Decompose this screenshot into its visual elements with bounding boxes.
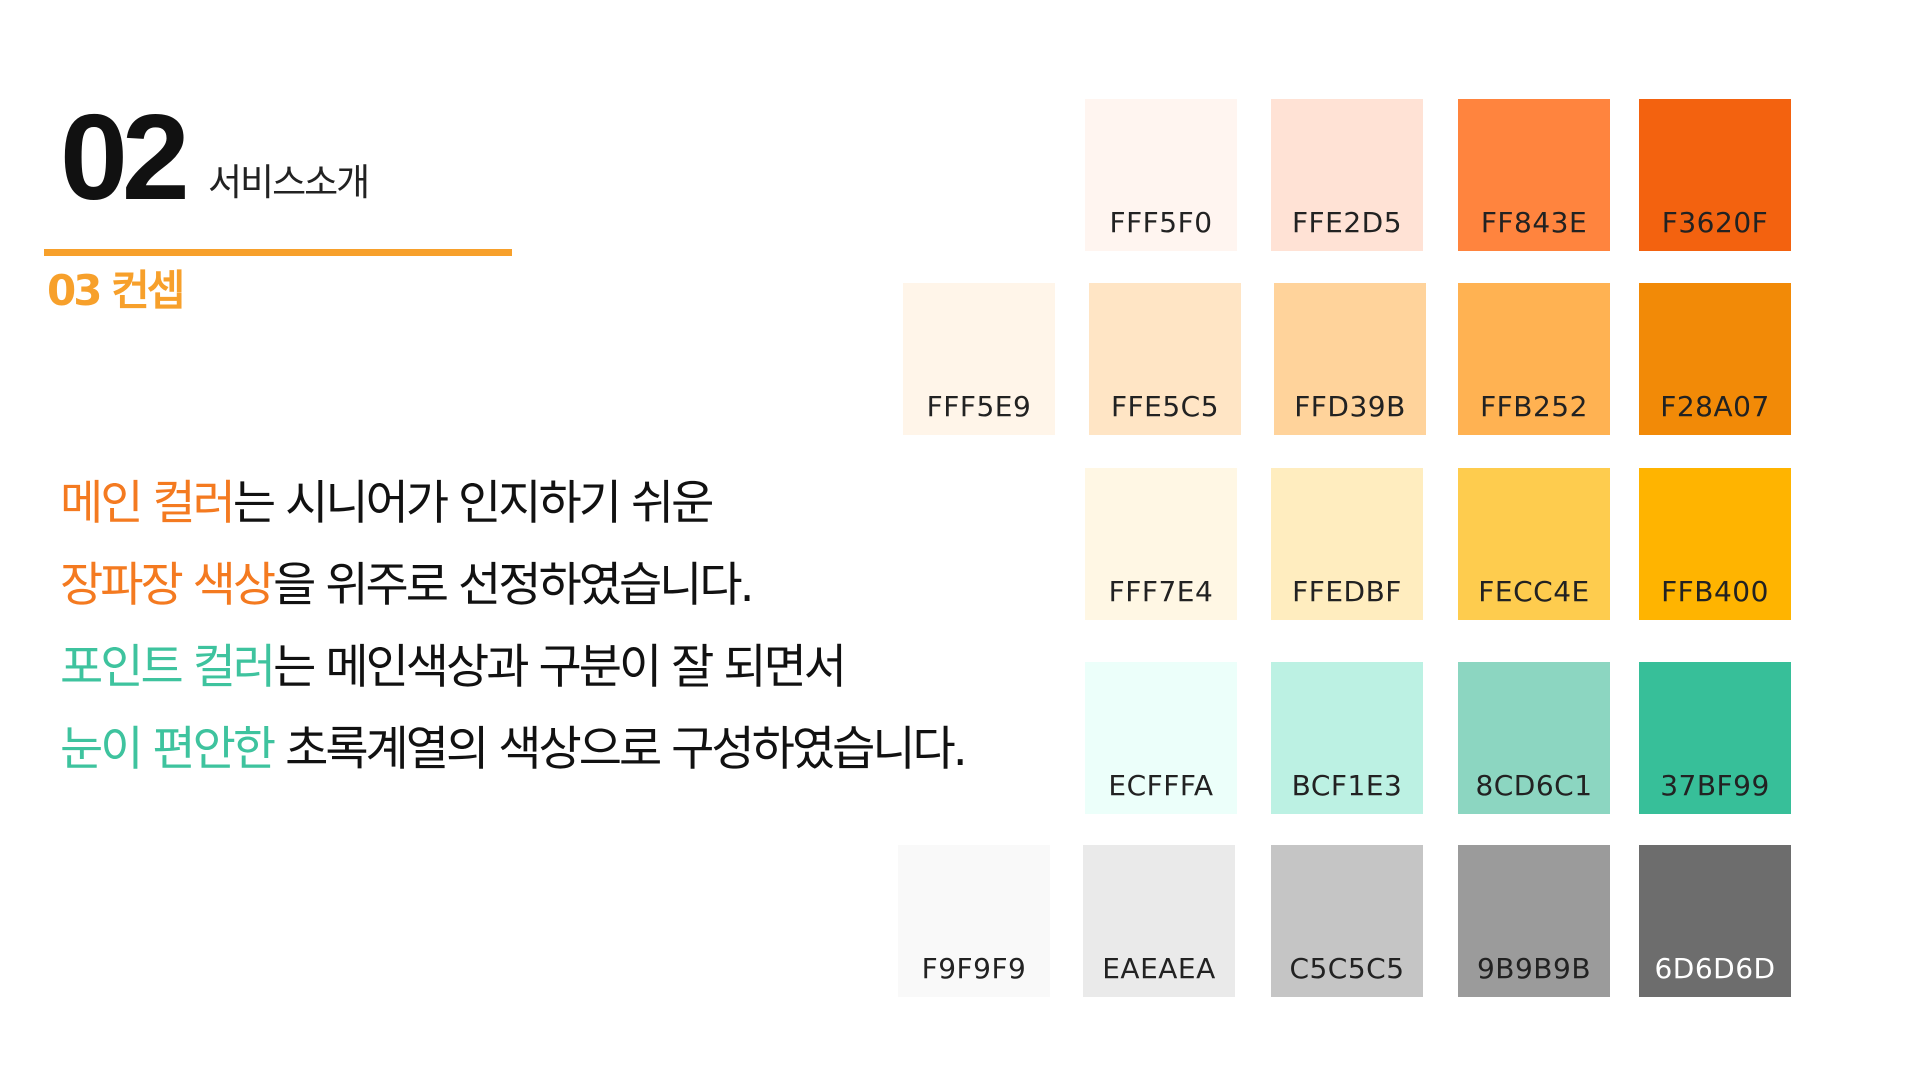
description-line-1: 메인 컬러는 시니어가 인지하기 쉬운 <box>60 472 965 554</box>
swatch-ffe2d5: FFE2D5 <box>1271 99 1423 251</box>
swatch-ffb252: FFB252 <box>1458 283 1610 435</box>
swatch-bcf1e3: BCF1E3 <box>1271 662 1423 814</box>
swatch-f3620f: F3620F <box>1639 99 1791 251</box>
description-line-2: 장파장 색상을 위주로 선정하였습니다. <box>60 554 965 636</box>
swatch-6d6d6d: 6D6D6D <box>1639 845 1791 997</box>
swatch-label: FFE5C5 <box>1110 390 1220 423</box>
swatch-label: FFD39B <box>1294 390 1406 423</box>
swatch-label: ECFFFA <box>1108 769 1214 802</box>
swatch-label: FFB252 <box>1480 390 1588 423</box>
text-segment: 초록계열의 색상으로 구성하였습니다. <box>273 722 968 777</box>
swatch-fff7e4: FFF7E4 <box>1085 468 1237 620</box>
swatch-8cd6c1: 8CD6C1 <box>1458 662 1610 814</box>
text-segment: 잘 되면서 <box>659 640 847 695</box>
swatch-ff843e: FF843E <box>1458 99 1610 251</box>
section-divider <box>44 249 512 256</box>
swatch-label: FFF5F0 <box>1109 206 1213 239</box>
swatch-ffedbf: FFEDBF <box>1271 468 1423 620</box>
underlined-text-green: 메인색상과 구분이 <box>325 640 662 695</box>
text-segment: 을 위주로 선정하였습니다. <box>273 558 754 613</box>
swatch-37bf99: 37BF99 <box>1639 662 1791 814</box>
swatch-label: FFB400 <box>1661 575 1769 608</box>
sub-title: 03 컨셉 <box>47 266 185 315</box>
swatch-label: FFF5E9 <box>926 390 1032 423</box>
swatch-label: EAEAEA <box>1102 952 1216 985</box>
swatch-label: 8CD6C1 <box>1475 769 1593 802</box>
swatch-f28a07: F28A07 <box>1639 283 1791 435</box>
highlight-point-color: 포인트 컬러 <box>60 640 276 695</box>
section-number: 02 <box>60 89 190 225</box>
swatch-label: FFE2D5 <box>1291 206 1403 239</box>
highlight-main-color: 메인 컬러 <box>60 476 236 531</box>
swatch-label: FECC4E <box>1478 575 1590 608</box>
swatch-fff5e9: FFF5E9 <box>903 283 1055 435</box>
swatch-label: 9B9B9B <box>1476 952 1592 985</box>
text-segment: 는 <box>273 640 326 695</box>
swatch-fff5f0: FFF5F0 <box>1085 99 1237 251</box>
swatch-c5c5c5: C5C5C5 <box>1271 845 1423 997</box>
swatch-eaeaea: EAEAEA <box>1083 845 1235 997</box>
swatch-f9f9f9: F9F9F9 <box>898 845 1050 997</box>
underlined-text-orange: 시니어가 인지하기 쉬운 <box>285 476 722 531</box>
swatch-fecc4e: FECC4E <box>1458 468 1610 620</box>
swatch-label: 6D6D6D <box>1654 952 1776 985</box>
swatch-label: BCF1E3 <box>1291 769 1403 802</box>
swatch-label: FFF7E4 <box>1108 575 1214 608</box>
swatch-ffb400: FFB400 <box>1639 468 1791 620</box>
swatch-label: F9F9F9 <box>921 952 1027 985</box>
swatch-9b9b9b: 9B9B9B <box>1458 845 1610 997</box>
highlight-long-wavelength: 장파장 색상 <box>60 558 276 613</box>
description-line-4: 눈이 편안한 초록계열의 색상으로 구성하였습니다. <box>60 718 968 800</box>
swatch-ffe5c5: FFE5C5 <box>1089 283 1241 435</box>
swatch-ecfffa: ECFFFA <box>1085 662 1237 814</box>
swatch-ffd39b: FFD39B <box>1274 283 1426 435</box>
swatch-label: F3620F <box>1661 206 1769 239</box>
swatch-label: FF843E <box>1480 206 1588 239</box>
text-segment: 는 <box>232 476 286 531</box>
concept-description: 메인 컬러는 시니어가 인지하기 쉬운 장파장 색상을 위주로 선정하였습니다.… <box>60 472 968 800</box>
swatch-label: C5C5C5 <box>1289 952 1405 985</box>
swatch-label: 37BF99 <box>1660 769 1770 802</box>
swatch-label: FFEDBF <box>1292 575 1402 608</box>
description-line-3: 포인트 컬러는 메인색상과 구분이 잘 되면서 <box>60 636 965 718</box>
highlight-eye-comfort: 눈이 편안한 <box>60 722 276 777</box>
section-name: 서비스소개 <box>208 161 370 204</box>
swatch-label: F28A07 <box>1660 390 1770 423</box>
